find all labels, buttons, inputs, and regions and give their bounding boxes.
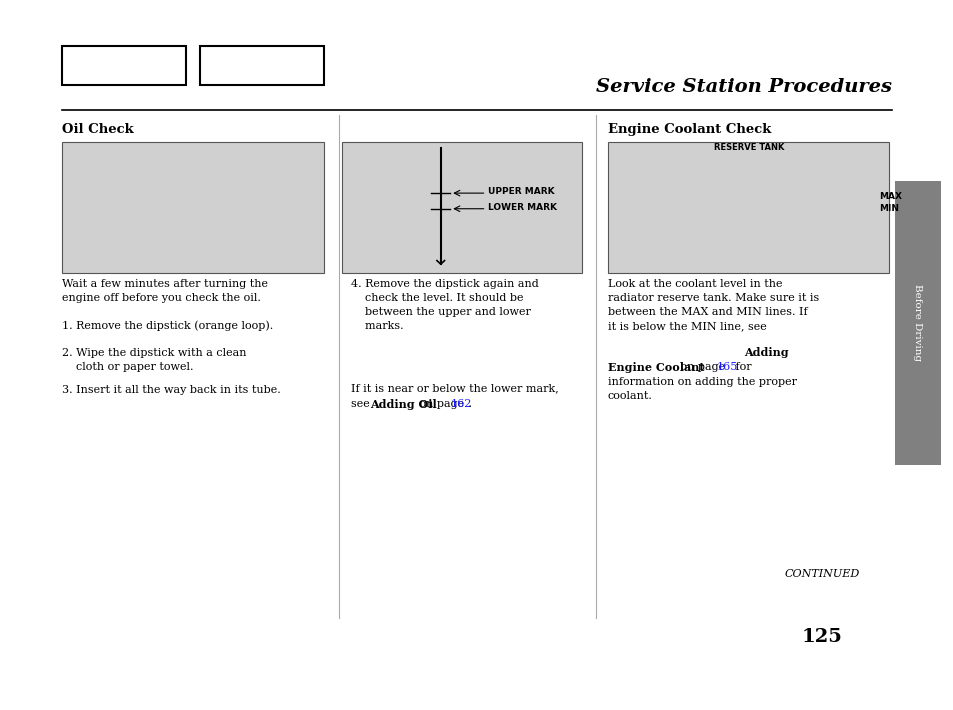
Text: 4. Remove the dipstick again and
    check the level. It should be
    between t: 4. Remove the dipstick again and check t… [351, 279, 538, 331]
Bar [62, 46, 186, 85]
Text: see: see [351, 399, 373, 409]
Text: CONTINUED: CONTINUED [784, 569, 859, 579]
Text: Look at the coolant level in the
radiator reserve tank. Make sure it is
between : Look at the coolant level in the radiato… [607, 279, 818, 331]
Text: 125: 125 [801, 628, 841, 646]
Text: .: . [464, 399, 471, 409]
Bar [62, 142, 324, 273]
Text: Before Driving: Before Driving [912, 285, 922, 361]
Text: 3. Insert it all the way back in its tube.: 3. Insert it all the way back in its tub… [62, 385, 280, 395]
Text: Oil Check: Oil Check [62, 124, 133, 136]
Text: on page: on page [416, 399, 467, 409]
Text: information on adding the proper
coolant.: information on adding the proper coolant… [607, 377, 796, 401]
Text: MIN: MIN [879, 204, 899, 213]
Bar [607, 142, 888, 273]
Text: 1. Remove the dipstick (orange loop).: 1. Remove the dipstick (orange loop). [62, 321, 273, 332]
Text: 2. Wipe the dipstick with a clean
    cloth or paper towel.: 2. Wipe the dipstick with a clean cloth … [62, 348, 246, 372]
Text: If it is near or below the lower mark,: If it is near or below the lower mark, [351, 383, 558, 393]
Text: Service Station Procedures: Service Station Procedures [596, 78, 891, 96]
Bar [200, 46, 324, 85]
Text: on page: on page [677, 362, 728, 372]
Text: 165: 165 [716, 362, 737, 372]
Text: Adding: Adding [743, 347, 788, 358]
Text: Wait a few minutes after turning the
engine off before you check the oil.: Wait a few minutes after turning the eng… [62, 279, 268, 303]
Text: UPPER MARK: UPPER MARK [488, 187, 555, 196]
Text: MAX: MAX [879, 192, 902, 201]
Text: for: for [731, 362, 751, 372]
Text: 162: 162 [450, 399, 471, 409]
Bar [894, 181, 940, 465]
Bar [341, 142, 581, 273]
Text: Engine Coolant Check: Engine Coolant Check [607, 124, 770, 136]
Text: Adding Oil: Adding Oil [370, 399, 436, 410]
Text: Engine Coolant: Engine Coolant [607, 362, 703, 373]
Text: RESERVE TANK: RESERVE TANK [713, 143, 783, 152]
Text: LOWER MARK: LOWER MARK [488, 203, 557, 212]
